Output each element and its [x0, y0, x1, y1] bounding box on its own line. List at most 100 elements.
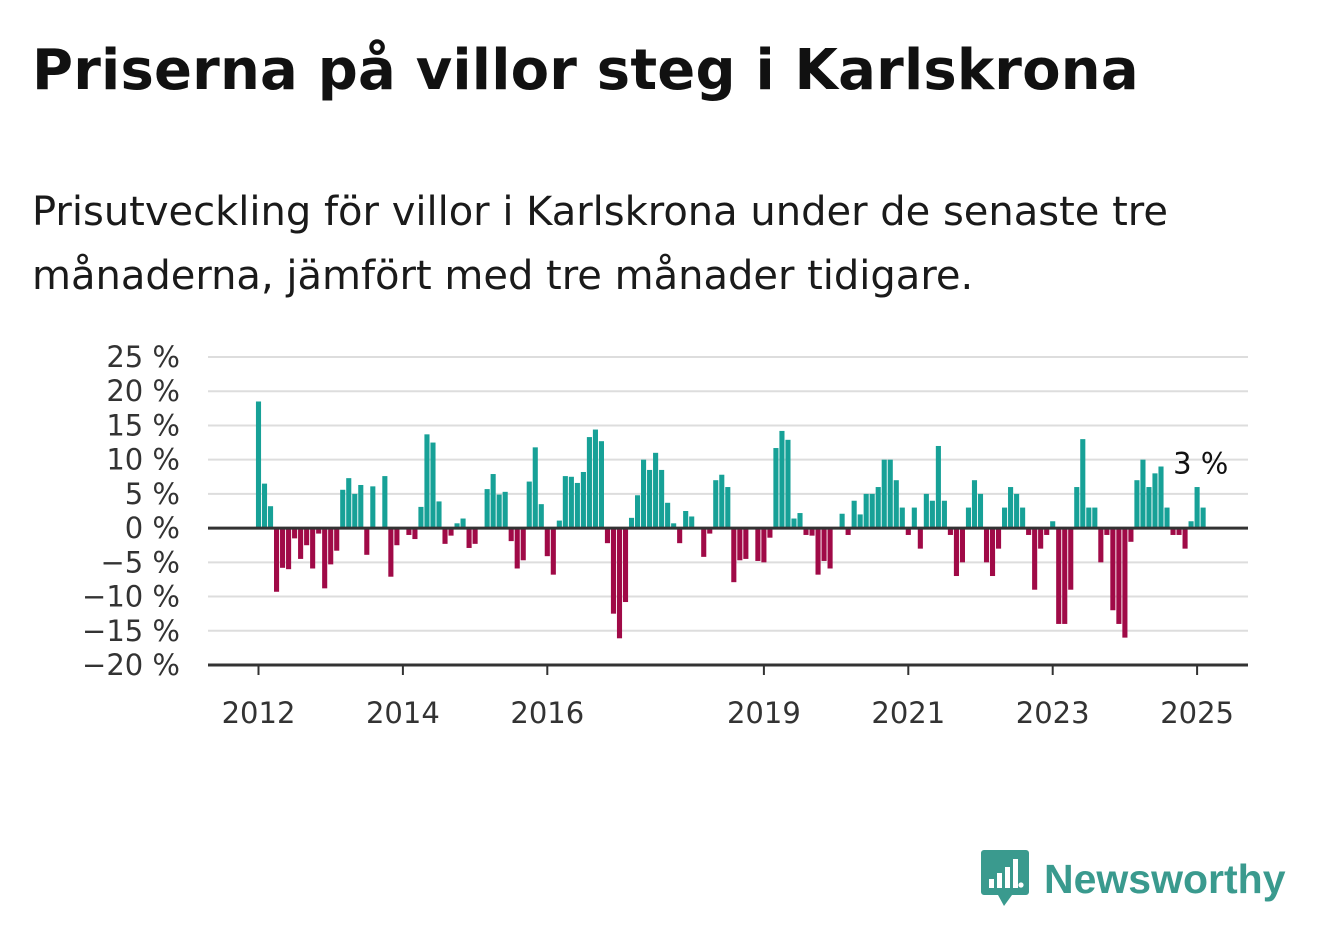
bar — [334, 528, 340, 551]
bar — [737, 528, 743, 561]
bar — [869, 493, 875, 529]
bar — [1062, 528, 1068, 624]
bar — [1134, 480, 1140, 529]
bar — [899, 507, 905, 529]
bar — [1032, 528, 1038, 590]
bar — [592, 429, 598, 529]
x-tick-label: 2012 — [222, 696, 296, 730]
bar — [977, 493, 984, 529]
bar — [953, 528, 959, 577]
bar — [845, 528, 851, 535]
bar — [1146, 487, 1152, 529]
bar — [388, 528, 394, 577]
axes — [208, 526, 1248, 667]
bar — [827, 528, 833, 569]
bar — [1116, 528, 1122, 624]
bar — [538, 504, 544, 529]
bar — [929, 500, 935, 529]
bar — [755, 528, 761, 561]
bar — [526, 481, 532, 529]
bar — [610, 528, 617, 614]
bar — [574, 482, 580, 529]
bar — [863, 493, 869, 529]
bar — [875, 487, 881, 529]
bar — [659, 469, 665, 529]
bar — [532, 447, 538, 529]
bar — [1194, 487, 1200, 529]
y-tick-label: −10 % — [82, 580, 180, 614]
bar — [442, 528, 448, 544]
bar — [412, 528, 418, 540]
bar — [983, 528, 990, 563]
bar — [304, 528, 310, 546]
bar — [1122, 528, 1128, 638]
bar — [340, 489, 346, 529]
bar — [671, 523, 677, 529]
bar — [430, 442, 436, 529]
bar — [586, 437, 592, 529]
bar — [280, 528, 286, 568]
x-tick-label: 2016 — [510, 696, 584, 730]
bar — [821, 528, 827, 561]
bar — [514, 528, 520, 569]
bar — [1104, 528, 1110, 535]
bar — [454, 523, 460, 529]
bar — [1182, 528, 1188, 549]
bar — [1038, 528, 1044, 549]
bar — [701, 528, 707, 557]
bar — [580, 471, 586, 529]
y-tick-label: 10 % — [106, 443, 180, 477]
bar — [370, 486, 376, 529]
bar — [616, 528, 623, 639]
bar — [935, 445, 941, 529]
y-tick-label: 25 % — [106, 340, 180, 374]
x-tick-label: 2019 — [727, 696, 801, 730]
newsworthy-logo: Newsworthy — [980, 848, 1286, 910]
bar — [1020, 507, 1026, 529]
bar — [622, 528, 629, 603]
bar — [424, 434, 430, 529]
bar — [1188, 521, 1194, 529]
bar — [598, 441, 604, 529]
bar — [725, 487, 731, 529]
bar — [436, 501, 442, 529]
bar — [1092, 507, 1098, 529]
bar — [1068, 528, 1074, 590]
bar — [550, 528, 556, 575]
bar — [328, 528, 334, 565]
bar — [1164, 507, 1170, 529]
bar — [761, 528, 767, 563]
x-tick-label: 2025 — [1160, 696, 1234, 730]
bar — [851, 500, 857, 529]
bar — [773, 448, 779, 529]
bar — [941, 500, 947, 529]
bar — [767, 528, 773, 538]
brand-name: Newsworthy — [1044, 855, 1286, 902]
bar — [292, 528, 298, 539]
bar — [544, 528, 550, 557]
y-tick-label: −20 % — [82, 648, 180, 682]
bar — [1152, 473, 1158, 529]
bar — [1002, 507, 1008, 529]
bar — [683, 511, 689, 529]
bar — [779, 430, 785, 529]
bar — [502, 491, 508, 529]
bar — [713, 480, 719, 529]
bar — [1086, 507, 1092, 529]
bar — [947, 528, 953, 535]
bar — [839, 513, 845, 529]
bar — [406, 528, 412, 535]
bar — [418, 506, 424, 529]
last-value-annotation: 3 % — [1173, 447, 1228, 481]
bar — [1008, 487, 1014, 529]
bar — [1128, 528, 1134, 542]
bar — [635, 495, 641, 529]
bar — [1158, 466, 1164, 529]
bar — [568, 476, 574, 529]
bar — [653, 452, 659, 529]
y-tick-label: 15 % — [106, 408, 180, 442]
bars — [255, 401, 1206, 639]
bar — [394, 528, 400, 546]
x-tick-label: 2014 — [366, 696, 440, 730]
